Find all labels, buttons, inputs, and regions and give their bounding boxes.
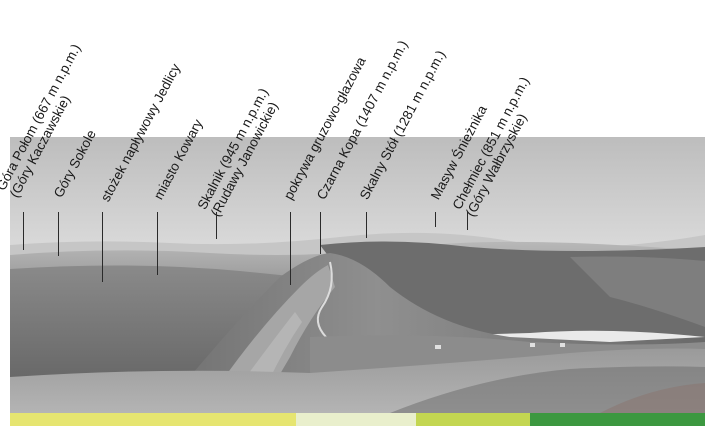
band-segment-light-green xyxy=(416,413,530,426)
leader-line xyxy=(435,212,436,227)
leader-line xyxy=(58,212,59,256)
band-segment-yellow xyxy=(10,413,296,426)
leader-line xyxy=(216,212,217,239)
leader-line xyxy=(290,212,291,285)
band-segment-pale-green xyxy=(296,413,416,426)
mountain-panorama-photo xyxy=(10,137,705,413)
leader-line xyxy=(366,212,367,238)
leader-line xyxy=(467,212,468,230)
band-segment-dark-green xyxy=(530,413,705,426)
leader-line xyxy=(157,212,158,275)
leader-line xyxy=(102,212,103,282)
color-band xyxy=(10,413,705,426)
leader-line xyxy=(320,212,321,254)
leader-line xyxy=(23,212,24,250)
